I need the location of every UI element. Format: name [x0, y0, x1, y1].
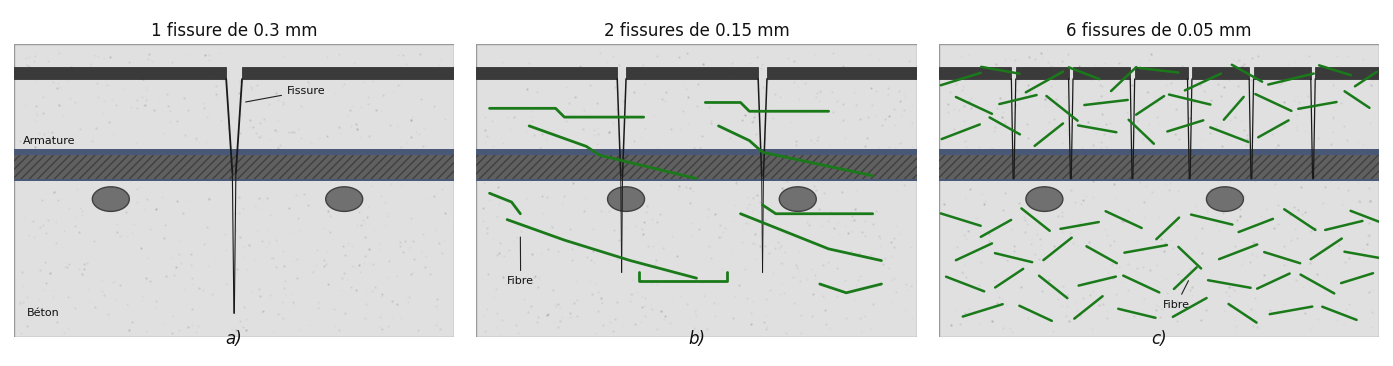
Text: Armature: Armature	[22, 135, 109, 166]
Circle shape	[326, 187, 362, 212]
Bar	[242, 67, 454, 79]
Text: b): b)	[688, 330, 705, 348]
Bar	[939, 154, 1379, 179]
Bar	[1315, 67, 1379, 79]
Circle shape	[1025, 187, 1063, 212]
Circle shape	[607, 187, 645, 212]
Bar	[14, 179, 454, 181]
Bar	[476, 67, 617, 79]
Bar	[939, 179, 1379, 181]
Bar	[476, 179, 917, 181]
Text: c): c)	[1151, 330, 1167, 348]
Bar	[476, 149, 917, 154]
Bar	[939, 154, 1379, 179]
Circle shape	[92, 187, 130, 212]
Bar	[1254, 67, 1311, 79]
Bar	[14, 154, 454, 179]
Bar	[1073, 67, 1130, 79]
Text: Fibre: Fibre	[1163, 281, 1190, 310]
Bar	[14, 154, 454, 179]
Text: a): a)	[226, 330, 242, 348]
Bar	[939, 149, 1379, 154]
Bar	[939, 67, 1011, 79]
Text: Fissure: Fissure	[245, 86, 326, 102]
Title: 6 fissures de 0.05 mm: 6 fissures de 0.05 mm	[1066, 22, 1252, 40]
Bar	[1015, 67, 1068, 79]
Bar	[476, 154, 917, 179]
Title: 2 fissures de 0.15 mm: 2 fissures de 0.15 mm	[603, 22, 790, 40]
Text: Fibre: Fibre	[507, 237, 534, 286]
Bar	[1135, 67, 1187, 79]
Circle shape	[1206, 187, 1244, 212]
Bar	[768, 67, 917, 79]
Circle shape	[779, 187, 816, 212]
Bar	[14, 67, 226, 79]
Text: Béton: Béton	[26, 308, 60, 318]
Title: 1 fissure de 0.3 mm: 1 fissure de 0.3 mm	[150, 22, 318, 40]
Bar	[1192, 67, 1250, 79]
Bar	[476, 154, 917, 179]
Bar	[14, 149, 454, 154]
Bar	[625, 67, 758, 79]
